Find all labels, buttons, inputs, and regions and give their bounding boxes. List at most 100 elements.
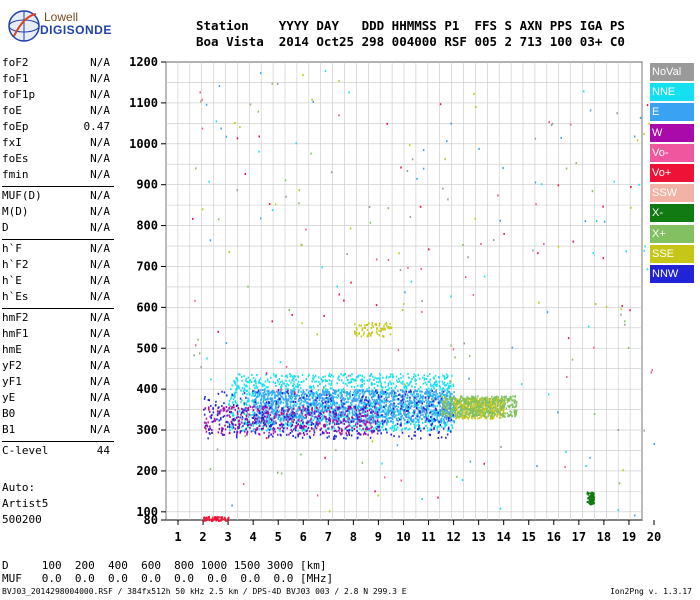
echo-point xyxy=(454,411,457,414)
echo-point xyxy=(268,421,271,424)
echo-point xyxy=(393,413,395,416)
echo-point xyxy=(414,403,416,406)
echo-point xyxy=(391,427,393,430)
echo-point xyxy=(296,412,298,415)
echo-point xyxy=(397,426,399,429)
echo-point xyxy=(342,402,344,405)
echo-point xyxy=(237,420,240,423)
echo-point xyxy=(246,393,248,396)
echo-point xyxy=(317,424,319,427)
echo-point xyxy=(388,393,390,396)
echo-point xyxy=(335,435,337,438)
echo-point xyxy=(405,413,408,416)
echo-point xyxy=(291,406,293,409)
echo-point xyxy=(206,518,208,521)
echo-point xyxy=(321,394,323,397)
echo-point xyxy=(499,410,501,413)
echo-point xyxy=(409,396,411,399)
echo-point xyxy=(267,427,269,430)
echo-point xyxy=(345,406,347,409)
echo-point xyxy=(385,429,388,432)
echo-point xyxy=(436,414,438,417)
echo-point xyxy=(439,402,441,404)
echo-point xyxy=(333,412,335,415)
echo-point xyxy=(229,431,231,434)
echo-point xyxy=(434,420,436,423)
echo-point xyxy=(429,400,431,403)
echo-point xyxy=(476,414,478,416)
echo-point xyxy=(247,421,249,424)
echo-point xyxy=(232,404,235,406)
echo-point xyxy=(485,398,488,401)
echo-point xyxy=(430,383,432,386)
echo-point xyxy=(472,400,475,403)
echo-point xyxy=(306,411,309,414)
echo-point xyxy=(334,408,336,411)
echo-point xyxy=(342,405,344,408)
echo-point xyxy=(451,412,453,415)
echo-point xyxy=(356,414,358,417)
echo-point xyxy=(327,404,330,407)
echo-point xyxy=(353,425,355,428)
echo-point xyxy=(326,380,328,382)
echo-point xyxy=(425,407,427,410)
echo-point xyxy=(403,398,405,401)
echo-point xyxy=(381,328,383,331)
echo-point xyxy=(207,437,209,440)
echo-point xyxy=(396,397,399,400)
echo-point xyxy=(366,428,369,431)
echo-point xyxy=(302,389,304,392)
echo-point xyxy=(275,415,277,418)
echo-point xyxy=(310,413,313,416)
echo-point xyxy=(255,397,257,400)
echo-point xyxy=(409,381,412,384)
echo-point xyxy=(377,407,380,410)
echo-point xyxy=(368,421,370,424)
param-value: N/A xyxy=(90,205,110,218)
echo-point xyxy=(240,413,242,416)
echo-point xyxy=(515,400,518,403)
echo-point xyxy=(445,394,448,397)
echo-point xyxy=(266,410,269,413)
echo-point xyxy=(307,423,309,426)
echo-point xyxy=(362,395,364,398)
echo-point xyxy=(336,382,338,385)
echo-point xyxy=(328,382,330,385)
echo-point xyxy=(301,409,304,411)
echo-point xyxy=(370,383,373,386)
echo-point xyxy=(515,414,517,417)
echo-point xyxy=(493,402,496,405)
echo-point xyxy=(258,420,261,423)
echo-point xyxy=(285,418,287,421)
echo-point xyxy=(379,322,381,325)
echo-point xyxy=(216,418,218,421)
echo-point xyxy=(365,422,367,425)
echo-point xyxy=(274,375,276,377)
echo-point xyxy=(225,410,228,413)
echo-point xyxy=(293,395,295,397)
echo-point xyxy=(369,416,372,419)
echo-point xyxy=(203,408,205,411)
noise-point xyxy=(593,346,595,349)
echo-point xyxy=(426,402,428,405)
echo-point xyxy=(448,386,451,389)
echo-point xyxy=(292,378,294,381)
echo-point xyxy=(442,405,444,408)
echo-point xyxy=(320,415,323,418)
echo-point xyxy=(425,413,427,416)
echo-point xyxy=(452,385,455,388)
echo-point xyxy=(471,415,473,418)
echo-point xyxy=(360,402,363,405)
echo-point xyxy=(341,389,343,392)
echo-point xyxy=(290,390,292,393)
echo-point xyxy=(343,423,346,425)
echo-point xyxy=(257,389,260,392)
echo-point xyxy=(364,420,366,423)
echo-point xyxy=(590,496,592,499)
echo-point xyxy=(309,398,311,401)
echo-point xyxy=(282,430,285,433)
echo-point xyxy=(492,407,494,410)
echo-point xyxy=(317,385,319,387)
echo-point xyxy=(472,395,474,398)
echo-point xyxy=(499,399,501,402)
